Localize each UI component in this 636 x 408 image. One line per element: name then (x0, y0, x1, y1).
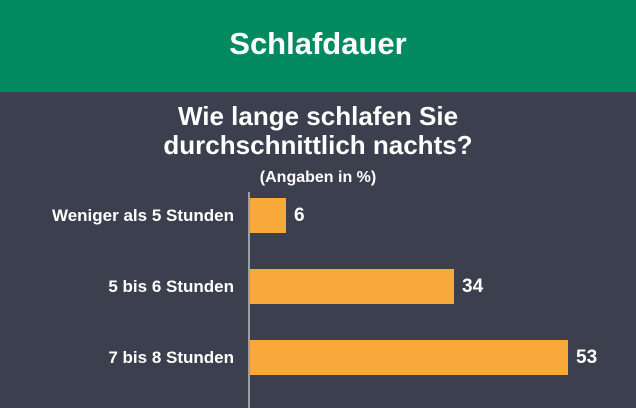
bar-1 (250, 269, 454, 304)
value-label-2: 53 (576, 347, 597, 368)
value-label-1: 34 (462, 276, 484, 297)
chart-title-line-2: durchschnittlich nachts? (163, 130, 473, 160)
category-label-2: 7 bis 8 Stunden (108, 348, 234, 367)
category-label-0: Weniger als 5 Stunden (52, 206, 234, 225)
chart-title: Wie lange schlafen Sie durchschnittlich … (0, 102, 636, 160)
bar-0 (250, 198, 286, 233)
header-banner: Schlafdauer (0, 0, 636, 92)
bar-2 (250, 340, 568, 375)
value-label-0: 6 (294, 205, 305, 226)
chart-title-line-1: Wie lange schlafen Sie (177, 101, 459, 131)
category-label-1: 5 bis 6 Stunden (108, 277, 234, 296)
header-title: Schlafdauer (229, 26, 407, 61)
unit-note: (Angaben in %) (259, 169, 377, 186)
